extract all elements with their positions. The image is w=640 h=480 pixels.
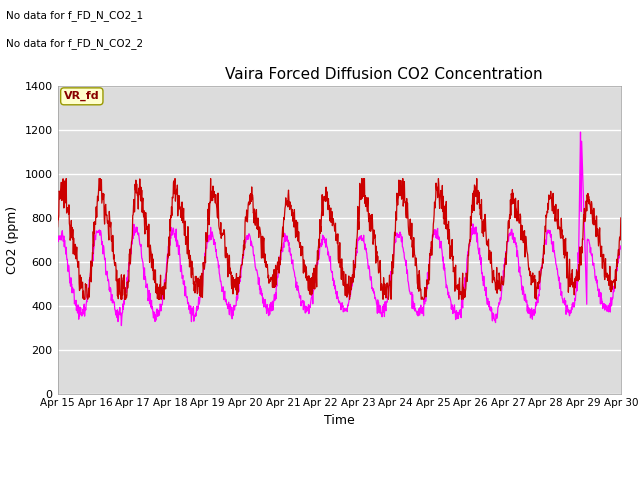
Title: Vaira Forced Diffusion CO2 Concentration: Vaira Forced Diffusion CO2 Concentration bbox=[225, 68, 543, 83]
Text: No data for f_FD_N_CO2_1: No data for f_FD_N_CO2_1 bbox=[6, 10, 143, 21]
X-axis label: Time: Time bbox=[324, 414, 355, 427]
Y-axis label: CO2 (ppm): CO2 (ppm) bbox=[6, 206, 19, 274]
Text: VR_fd: VR_fd bbox=[64, 91, 100, 101]
Text: No data for f_FD_N_CO2_2: No data for f_FD_N_CO2_2 bbox=[6, 38, 143, 49]
